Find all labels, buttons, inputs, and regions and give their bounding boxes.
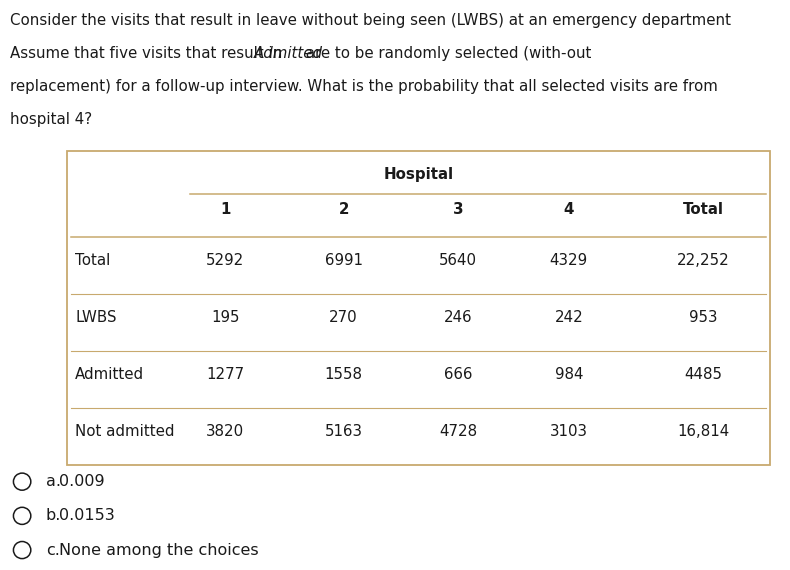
Text: 953: 953: [689, 310, 717, 325]
Text: 6991: 6991: [325, 253, 363, 268]
Text: 3103: 3103: [550, 424, 588, 439]
Text: 0.0153: 0.0153: [59, 508, 115, 523]
Text: 4485: 4485: [684, 367, 722, 382]
Text: 2: 2: [338, 202, 349, 217]
Text: 0.009: 0.009: [59, 474, 105, 489]
Text: 246: 246: [444, 310, 472, 325]
Text: b.: b.: [46, 508, 61, 523]
Text: 1277: 1277: [206, 367, 244, 382]
Text: a.: a.: [46, 474, 61, 489]
Text: 270: 270: [329, 310, 358, 325]
Text: Assume that five visits that result in: Assume that five visits that result in: [10, 46, 288, 60]
Text: 195: 195: [211, 310, 239, 325]
Text: Admitted: Admitted: [254, 46, 322, 60]
Text: 3: 3: [453, 202, 464, 217]
Text: 1558: 1558: [325, 367, 363, 382]
Text: 5292: 5292: [206, 253, 244, 268]
Text: Consider the visits that result in leave without being seen (LWBS) at an emergen: Consider the visits that result in leave…: [10, 13, 732, 27]
Text: 1: 1: [220, 202, 231, 217]
Text: 4329: 4329: [550, 253, 588, 268]
Text: 666: 666: [444, 367, 472, 382]
Text: 242: 242: [555, 310, 583, 325]
Text: hospital 4?: hospital 4?: [10, 112, 92, 127]
Text: 4728: 4728: [439, 424, 477, 439]
Text: 22,252: 22,252: [677, 253, 729, 268]
Text: 16,814: 16,814: [677, 424, 729, 439]
Text: 5640: 5640: [439, 253, 477, 268]
Text: Hospital: Hospital: [384, 167, 453, 182]
Text: replacement) for a follow-up interview. What is the probability that all selecte: replacement) for a follow-up interview. …: [10, 79, 718, 93]
Text: c.: c.: [46, 543, 60, 557]
Text: LWBS: LWBS: [75, 310, 117, 325]
Text: 5163: 5163: [325, 424, 363, 439]
Text: None among the choices: None among the choices: [59, 543, 259, 557]
Text: 4: 4: [563, 202, 574, 217]
Text: 3820: 3820: [206, 424, 244, 439]
Text: 984: 984: [555, 367, 583, 382]
Text: Total: Total: [75, 253, 111, 268]
Text: Total: Total: [683, 202, 724, 217]
Text: Not admitted: Not admitted: [75, 424, 175, 439]
Text: Admitted: Admitted: [75, 367, 145, 382]
Text: are to be randomly selected (with-out: are to be randomly selected (with-out: [301, 46, 592, 60]
